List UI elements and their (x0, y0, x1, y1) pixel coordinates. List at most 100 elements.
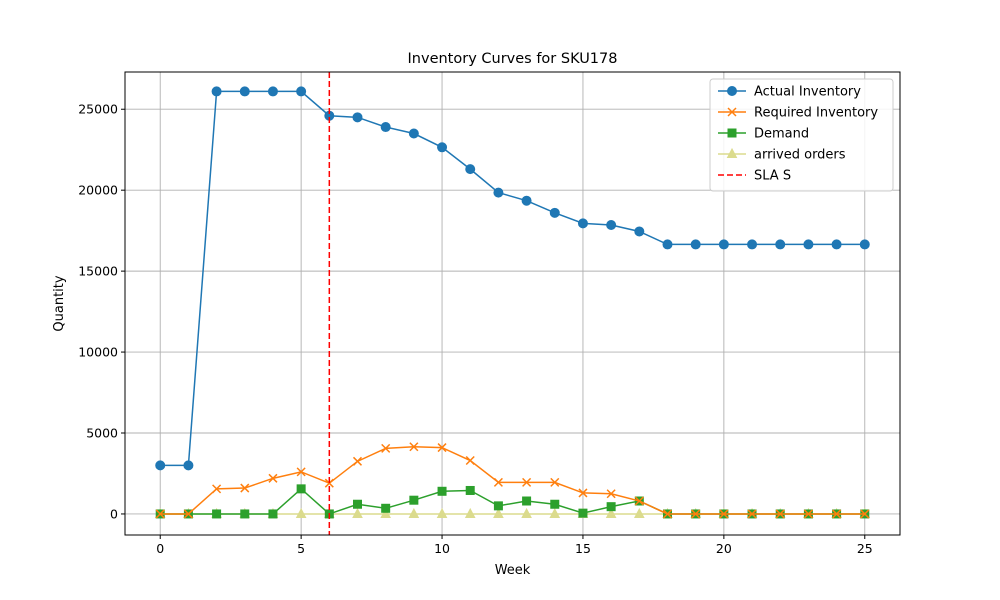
series-line-required-inventory (160, 446, 865, 515)
data-point-actual-inventory (267, 86, 278, 97)
data-point-arrived-orders (464, 507, 476, 518)
data-point-arrived-orders (380, 507, 392, 518)
data-point-required-inventory (493, 477, 503, 487)
data-point-required-inventory (606, 489, 616, 499)
data-point-actual-inventory (747, 239, 758, 250)
data-point-actual-inventory (859, 239, 870, 250)
data-point-required-inventory (212, 484, 222, 494)
data-point-required-inventory (465, 456, 475, 466)
series-actual-inventory (155, 86, 870, 471)
y-tick-label: 0 (110, 506, 118, 521)
data-point-actual-inventory (183, 460, 194, 471)
data-point-actual-inventory (352, 112, 363, 123)
legend: Actual Inventory Required Inventory Demand… (709, 78, 894, 192)
data-point-demand (493, 501, 503, 511)
data-point-demand (550, 499, 560, 509)
data-point-arrived-orders (605, 507, 617, 518)
data-point-arrived-orders (549, 507, 561, 518)
y-tick-label: 15000 (78, 264, 118, 279)
data-point-demand (268, 509, 278, 519)
chart-title: Inventory Curves for SKU178 (408, 51, 618, 67)
x-axis-label: Week (495, 563, 531, 578)
data-point-actual-inventory (211, 86, 222, 97)
data-point-actual-inventory (296, 86, 307, 97)
data-point-required-inventory (381, 443, 391, 453)
data-point-required-inventory (775, 509, 785, 519)
data-point-required-inventory (550, 477, 560, 487)
data-point-demand (606, 502, 616, 512)
data-point-required-inventory (409, 442, 419, 452)
data-point-required-inventory (437, 443, 447, 453)
y-tick-label: 20000 (78, 183, 118, 198)
data-point-required-inventory (296, 467, 306, 477)
data-point-demand (465, 485, 475, 495)
legend-box (709, 78, 894, 192)
data-point-demand (522, 496, 532, 506)
data-point-arrived-orders (408, 507, 420, 518)
data-point-actual-inventory (239, 86, 250, 97)
data-point-required-inventory (803, 509, 813, 519)
data-point-actual-inventory (521, 195, 532, 206)
x-tick-label: 25 (857, 541, 873, 556)
ticks: 0 5 10 15 20 25 0 5000 10000 15000 20000 25000 (78, 102, 872, 556)
data-point-actual-inventory (662, 239, 673, 250)
data-point-required-inventory (747, 509, 757, 519)
data-point-actual-inventory (577, 218, 588, 229)
data-point-actual-inventory (775, 239, 786, 250)
data-point-required-inventory (719, 509, 729, 519)
data-point-required-inventory (155, 509, 165, 519)
data-point-required-inventory (522, 477, 532, 487)
data-point-actual-inventory (690, 239, 701, 250)
data-point-demand (353, 499, 362, 509)
data-point-required-inventory (860, 509, 870, 519)
series-layer (154, 86, 871, 519)
legend-marker-arrived-orders (726, 147, 738, 158)
data-point-arrived-orders (521, 507, 532, 518)
legend-marker-required-inventory (727, 107, 737, 117)
data-point-required-inventory (691, 509, 701, 519)
x-tick-label: 5 (297, 541, 305, 556)
data-point-required-inventory (240, 483, 250, 493)
legend-label-arrived-orders: arrived orders (754, 148, 846, 163)
x-tick-label: 0 (156, 541, 164, 556)
legend-entry-arrived-orders: arrived orders (718, 148, 846, 163)
legend-entry-demand: Demand (718, 127, 809, 142)
data-point-actual-inventory (606, 219, 617, 230)
data-point-demand (437, 486, 447, 496)
data-point-required-inventory (634, 496, 644, 506)
data-point-actual-inventory (380, 122, 391, 133)
legend-label-actual-inventory: Actual Inventory (754, 85, 861, 100)
legend-marker-demand (727, 128, 737, 138)
x-tick-label: 10 (434, 541, 450, 556)
data-point-actual-inventory (155, 460, 166, 471)
data-point-demand (212, 509, 222, 519)
legend-entry-actual-inventory: Actual Inventory (718, 85, 861, 100)
y-tick-label: 10000 (78, 345, 118, 360)
data-point-actual-inventory (718, 239, 729, 250)
data-point-arrived-orders (633, 507, 645, 518)
data-point-actual-inventory (408, 128, 419, 139)
data-point-actual-inventory (437, 142, 448, 153)
data-point-arrived-orders (436, 507, 448, 518)
y-tick-label: 25000 (78, 102, 118, 117)
y-axis-label: Quantity (52, 275, 67, 331)
data-point-required-inventory (578, 488, 588, 498)
legend-label-sla-s: SLA S (754, 169, 791, 184)
data-point-arrived-orders (352, 507, 363, 518)
data-point-actual-inventory (634, 226, 645, 237)
data-point-arrived-orders (493, 507, 504, 518)
data-point-required-inventory (268, 473, 278, 483)
data-point-demand (578, 508, 588, 518)
data-point-actual-inventory (465, 164, 476, 175)
data-point-arrived-orders (295, 507, 307, 518)
series-required-inventory (155, 442, 870, 519)
data-point-actual-inventory (493, 187, 504, 198)
data-point-demand (381, 503, 391, 513)
data-point-actual-inventory (831, 239, 842, 250)
y-tick-label: 5000 (86, 426, 118, 441)
data-point-required-inventory (832, 509, 842, 519)
legend-label-required-inventory: Required Inventory (754, 106, 878, 121)
data-point-actual-inventory (549, 207, 560, 218)
legend-marker-actual-inventory (727, 86, 737, 96)
